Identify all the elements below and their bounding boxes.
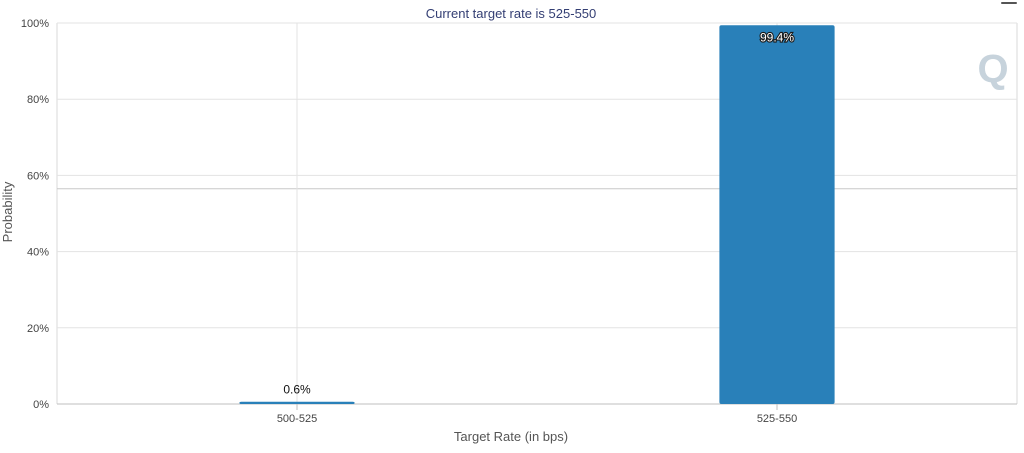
bar (239, 401, 355, 404)
y-tick-label: 0% (33, 399, 49, 411)
bar (719, 25, 835, 404)
bars (239, 25, 835, 404)
y-axis-label: Probability (0, 181, 15, 242)
watermark-logo: Q (977, 47, 1008, 91)
watermark-letter: Q (977, 47, 1008, 91)
data-label: 99.4% (760, 30, 794, 44)
x-axis-label: Target Rate (in bps) (454, 429, 568, 444)
ticks: 0% 20% 40% 60% 80% 100% 500-525 525-550 (21, 18, 797, 425)
data-labels: 0.6% 99.4% (283, 29, 795, 397)
y-tick-label: 80% (27, 94, 49, 106)
y-tick-label: 100% (21, 18, 49, 30)
y-tick-label: 20% (27, 323, 49, 335)
y-tick-label: 40% (27, 247, 49, 259)
menu-icon[interactable] (1001, 2, 1017, 6)
data-label: 0.6% (283, 383, 311, 397)
chart-title: Current target rate is 525-550 (426, 6, 597, 21)
y-tick-label: 60% (27, 170, 49, 182)
x-tick-label: 525-550 (757, 413, 797, 425)
x-tick-label: 500-525 (277, 413, 317, 425)
grid (56, 22, 1018, 405)
